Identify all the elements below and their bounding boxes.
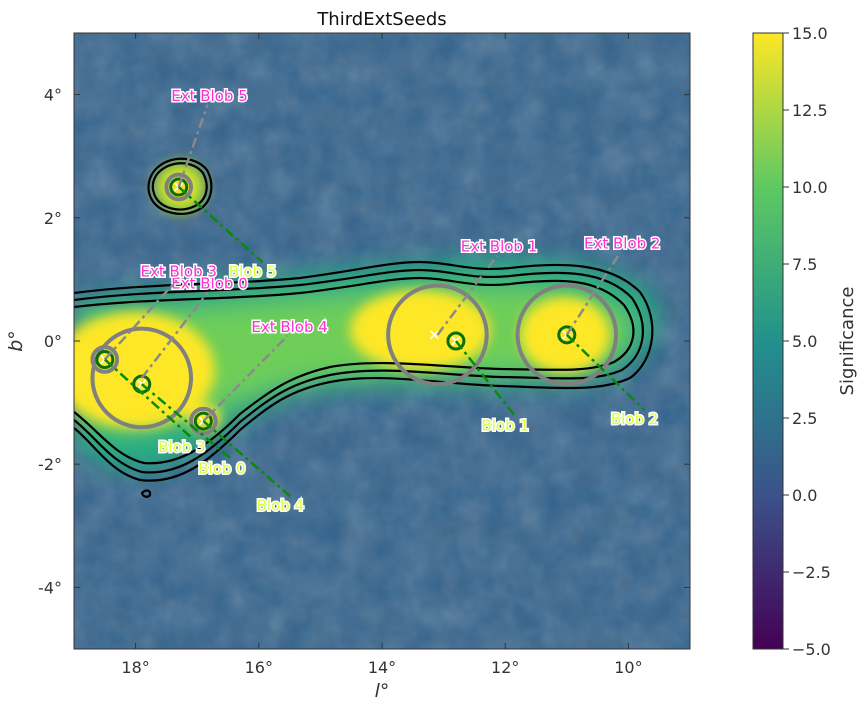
- ext-seed-cross: [429, 330, 439, 340]
- ext-seed-leader: [436, 254, 499, 336]
- blob-seed-ring: [446, 331, 466, 351]
- ext-seed-leader: [103, 279, 178, 361]
- y-axis-label: b°: [5, 330, 27, 352]
- y-tick-label: 4°: [44, 86, 62, 105]
- blob-seed-ring: [169, 177, 189, 197]
- ext-seed-circle: [90, 345, 120, 374]
- colorbar-label: Significance: [837, 287, 858, 396]
- colorbar-tick-label: 5.0: [792, 332, 817, 351]
- blob-seed-leader: [565, 333, 646, 412]
- blob-seed-ring: [557, 325, 577, 345]
- ext-seed-label: Ext Blob 4: [251, 318, 327, 336]
- ext-seed-circle: [386, 283, 489, 387]
- y-tick-label: 0°: [44, 332, 62, 351]
- x-tick-label: 10°: [614, 658, 642, 677]
- y-tick-label: 2°: [44, 209, 62, 228]
- blob-seed-leader: [103, 358, 193, 439]
- contours: [74, 157, 654, 498]
- x-tick-label: 14°: [368, 658, 396, 677]
- blob-seed-label: Blob 4: [257, 496, 304, 514]
- blob-seed-label: Blob 5: [229, 262, 276, 280]
- blob-seed-leader: [140, 383, 233, 461]
- colorbar-tick-label: 0.0: [792, 486, 817, 505]
- y-tick-label: -4°: [38, 578, 62, 597]
- blob-seed-label: Blob 0: [198, 459, 245, 477]
- blob-seed-leader: [202, 420, 292, 498]
- blob-seed-leader: [454, 340, 517, 418]
- blob-seed-label: Blob 1: [481, 416, 528, 434]
- x-axis-label: l°: [375, 680, 390, 702]
- colorbar-tick-label: 10.0: [792, 178, 828, 197]
- ext-seed-label: Ext Blob 1: [461, 238, 537, 256]
- colorbar-tick-label: 12.5: [792, 101, 828, 120]
- ext-seed-circle: [164, 172, 194, 202]
- axis-ticks: 18° 16° 14° 12° 10° 4° 2° 0° -2° -4°: [38, 33, 690, 677]
- colorbar-tick-label: 2.5: [792, 409, 817, 428]
- ext-seed-leader: [140, 291, 209, 379]
- ext-seed-circle: [515, 283, 619, 387]
- y-tick-label: -2°: [38, 455, 62, 474]
- blob-seed-leader: [177, 186, 264, 264]
- ext-seed-circle: [189, 406, 218, 436]
- ext-seed-label: Ext Blob 3: [140, 262, 216, 280]
- blob-seed-label: Blob 2: [611, 410, 658, 428]
- colorbar-tick-label: −5.0: [792, 640, 831, 659]
- seed-markers: [90, 172, 619, 436]
- colorbar-ticks: 15.0 12.5 10.0 7.5 5.0 2.5 0.0 −2.5 −5.0: [783, 24, 831, 659]
- x-tick-label: 18°: [121, 658, 149, 677]
- ext-seed-leader: [202, 334, 289, 422]
- colorbar-tick-label: −2.5: [792, 563, 831, 582]
- colorbar: [752, 32, 784, 650]
- ext-seed-label: Ext Blob 2: [584, 235, 660, 253]
- seed-labels: Ext Blob 0 Ext Blob 1 Ext Blob 2 Ext Blob 3…: [103, 85, 662, 516]
- blob-seed-ring: [95, 349, 115, 369]
- x-tick-label: 12°: [491, 658, 519, 677]
- colorbar-tick-label: 15.0: [792, 24, 828, 43]
- blob-seed-ring: [193, 411, 213, 431]
- blob-seed-label: Blob 3: [158, 438, 205, 456]
- colorbar-tick-label: 7.5: [792, 255, 817, 274]
- ext-seed-label: Ext Blob 5: [171, 87, 247, 105]
- heatmap: [74, 33, 690, 649]
- ext-seed-leader: [565, 251, 622, 336]
- ext-seed-leader: [177, 104, 209, 188]
- ext-seed-label: Ext Blob 0: [171, 275, 247, 293]
- x-tick-label: 16°: [245, 658, 273, 677]
- ext-seed-circle: [90, 326, 194, 430]
- chart-title: ThirdExtSeeds: [316, 9, 446, 30]
